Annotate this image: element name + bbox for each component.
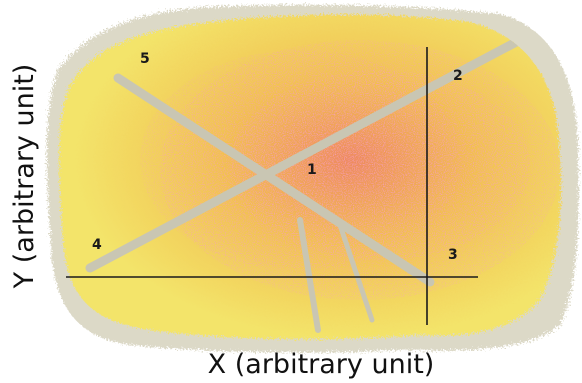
hot-region	[140, 40, 560, 300]
crack-line	[337, 222, 375, 323]
region-label-5: 5	[140, 51, 150, 67]
region-labels: 1 2 3 4 5	[92, 51, 463, 263]
crack-line	[113, 73, 435, 287]
region-label-2: 2	[453, 68, 463, 84]
region-label-3: 3	[448, 247, 458, 263]
x-axis-label: X (arbitrary unit)	[208, 349, 435, 380]
y-axis-label: Y (arbitrary unit)	[9, 64, 40, 290]
crack-lines	[85, 35, 525, 333]
crack-line	[85, 35, 525, 273]
crack-line	[297, 217, 321, 333]
reference-lines	[66, 47, 478, 325]
region-label-1: 1	[307, 162, 317, 178]
region-label-4: 4	[92, 237, 102, 253]
